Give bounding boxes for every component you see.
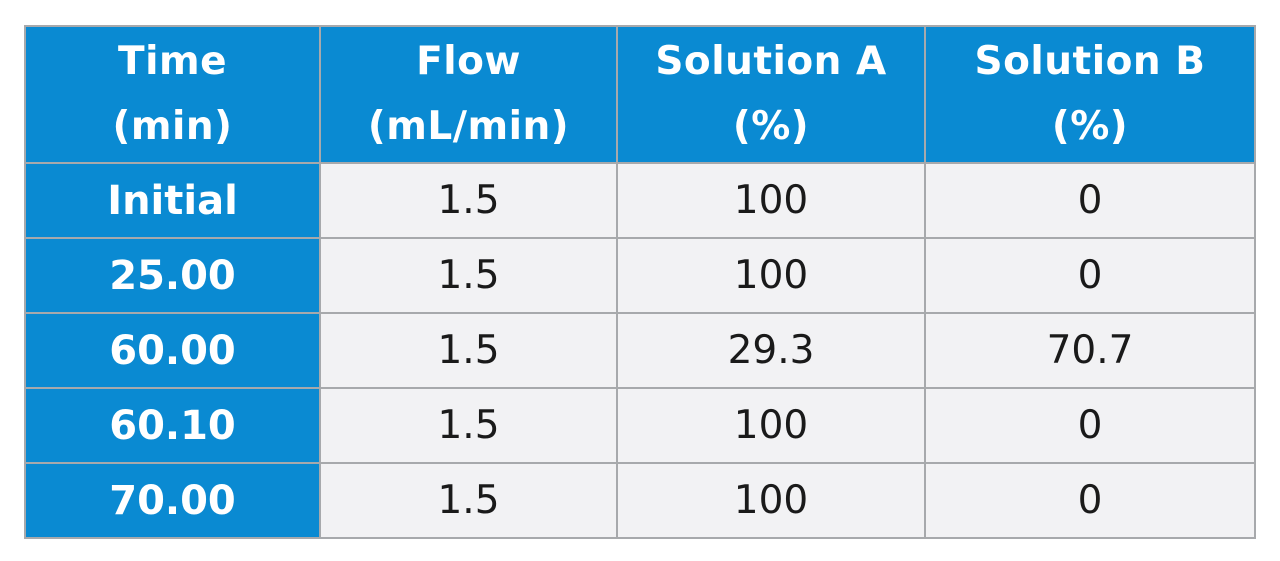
header-solution-a-label: Solution A [655, 39, 887, 85]
header-time: Time (min) [24, 25, 321, 164]
solution-a-cell: 100 [616, 237, 926, 314]
table-row: 25.00 1.5 100 0 [24, 237, 1256, 314]
time-cell: 70.00 [24, 462, 321, 539]
flow-cell: 1.5 [319, 237, 618, 314]
flow-cell: 1.5 [319, 387, 618, 464]
header-time-unit: (min) [112, 103, 233, 149]
header-flow: Flow (mL/min) [319, 25, 618, 164]
solution-a-cell: 100 [616, 162, 926, 239]
header-solution-b-unit: (%) [1051, 103, 1129, 149]
table-row: 70.00 1.5 100 0 [24, 462, 1256, 539]
header-solution-a-unit: (%) [732, 103, 810, 149]
time-cell: Initial [24, 162, 321, 239]
time-cell: 25.00 [24, 237, 321, 314]
solution-b-cell: 0 [924, 237, 1256, 314]
solution-b-cell: 0 [924, 462, 1256, 539]
table-body: Initial 1.5 100 0 25.00 1.5 100 0 60.00 … [24, 162, 1256, 539]
flow-cell: 1.5 [319, 462, 618, 539]
header-solution-a: Solution A (%) [616, 25, 926, 164]
solution-a-cell: 100 [616, 462, 926, 539]
solution-b-cell: 0 [924, 162, 1256, 239]
gradient-table: Time (min) Flow (mL/min) Solution A (%) … [24, 25, 1256, 539]
solution-a-cell: 29.3 [616, 312, 926, 389]
table-row: 60.00 1.5 29.3 70.7 [24, 312, 1256, 389]
header-flow-unit: (mL/min) [367, 103, 570, 149]
header-solution-b-label: Solution B [974, 39, 1206, 85]
time-cell: 60.10 [24, 387, 321, 464]
time-cell: 60.00 [24, 312, 321, 389]
solution-b-cell: 0 [924, 387, 1256, 464]
flow-cell: 1.5 [319, 162, 618, 239]
header-time-label: Time [117, 39, 228, 85]
table-header: Time (min) Flow (mL/min) Solution A (%) … [24, 25, 1256, 164]
header-solution-b: Solution B (%) [924, 25, 1256, 164]
header-flow-label: Flow [416, 39, 521, 85]
table-row: Initial 1.5 100 0 [24, 162, 1256, 239]
solution-a-cell: 100 [616, 387, 926, 464]
flow-cell: 1.5 [319, 312, 618, 389]
header-row: Time (min) Flow (mL/min) Solution A (%) … [24, 25, 1256, 164]
solution-b-cell: 70.7 [924, 312, 1256, 389]
table-row: 60.10 1.5 100 0 [24, 387, 1256, 464]
